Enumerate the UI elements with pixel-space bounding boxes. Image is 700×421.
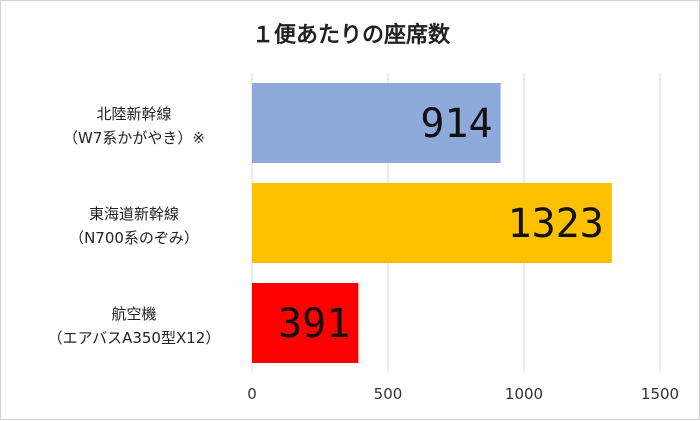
bars: 914 1323 391: [252, 83, 612, 363]
category-labels: 北陸新幹線 （W7系かがやき）※ 東海道新幹線 （N700系のぞみ） 航空機 （エアバスA…: [48, 105, 221, 347]
x-tick-label: 0: [247, 385, 257, 403]
bar-value-label: 1323: [508, 201, 604, 247]
bar: [252, 83, 501, 163]
bar-value-label: 391: [278, 301, 350, 347]
chart-title: １便あたりの座席数: [252, 22, 451, 48]
x-tick-label: 1500: [641, 385, 679, 403]
x-axis-ticks: 0 500 1000 1500: [247, 385, 679, 403]
category-label: （N700系のぞみ）: [69, 229, 199, 247]
category-label: （エアバスA350型X12）: [48, 329, 221, 347]
category-label: （W7系かがやき）※: [63, 129, 205, 147]
category-label: 北陸新幹線: [96, 105, 171, 123]
x-tick-label: 500: [374, 385, 403, 403]
bar: [252, 283, 359, 363]
category-label: 東海道新幹線: [89, 205, 179, 223]
category-label: 航空機: [111, 305, 156, 323]
bar-value-label: 914: [420, 101, 492, 147]
x-tick-label: 1000: [505, 385, 543, 403]
bar: [252, 183, 612, 263]
